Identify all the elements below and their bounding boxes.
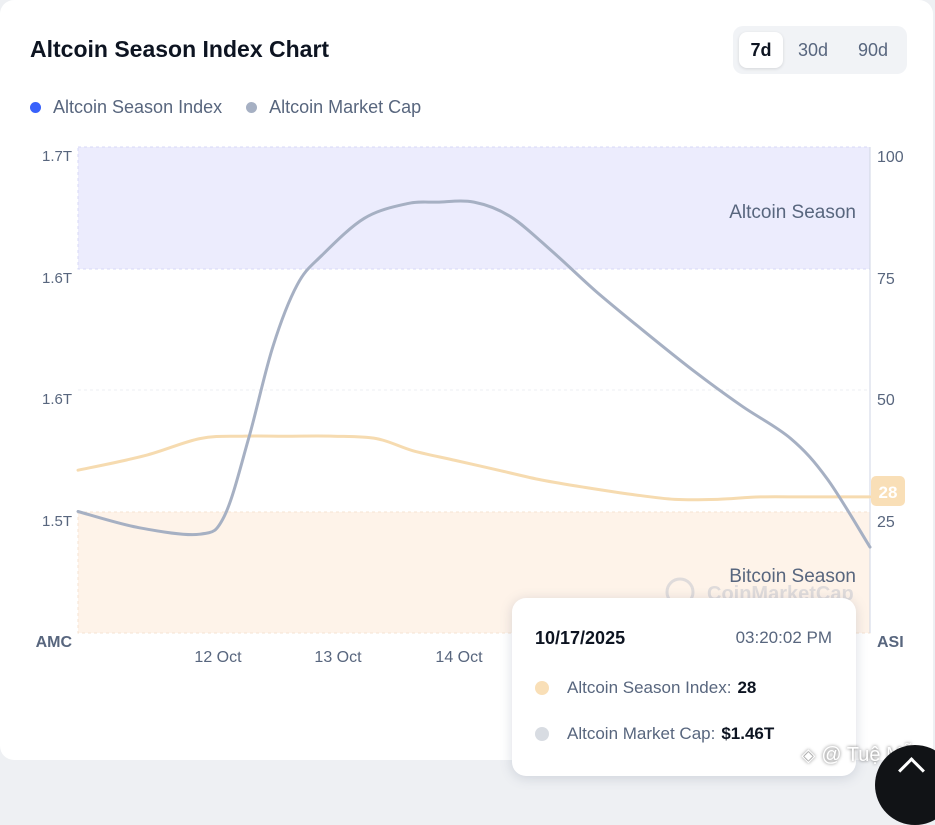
legend-dot-asi [30,101,41,113]
legend-item-amc[interactable]: Altcoin Market Cap [246,97,421,118]
right-tick-label: 25 [877,514,895,531]
right-tick-label: 100 [877,149,904,166]
tooltip-asi-label: Altcoin Season Index: [567,678,732,697]
left-axis-label: AMC [36,634,73,651]
x-tick-label: 14 Oct [435,649,483,666]
tooltip-amc-value: $1.46T [721,724,775,743]
legend-item-asi[interactable]: Altcoin Season Index [30,97,222,118]
range-tab-30d[interactable]: 30d [787,32,839,68]
binance-icon: ◈ [801,745,816,765]
altcoin-season-zone-label: Altcoin Season [729,202,856,223]
tooltip-asi-value: 28 [737,678,757,697]
tooltip-date: 10/17/2025 [535,628,626,648]
chart-plot[interactable]: 1.7T 1.6T 1.6T 1.5T AMC 100 75 50 25 ASI… [0,0,935,760]
legend-dot-amc [246,101,258,113]
left-tick-label: 1.5T [42,513,72,530]
tooltip-time: 03:20:02 PM [735,628,832,647]
chart-tooltip: 10/17/2025 03:20:02 PM Altcoin Season In… [512,598,856,776]
current-value-badge [871,476,905,506]
legend-label-amc: Altcoin Market Cap [269,96,422,117]
x-tick-label: 12 Oct [194,649,242,666]
left-tick-label: 1.7T [42,148,72,165]
legend-label-asi: Altcoin Season Index [53,96,223,117]
x-tick-label: 13 Oct [314,649,362,666]
right-tick-label: 75 [877,271,895,288]
tooltip-dot-asi [535,681,549,695]
chart-legend: Altcoin Season Index Altcoin Market Cap [30,96,445,118]
chevron-up-icon [898,757,925,784]
range-tab-90d[interactable]: 90d [845,32,901,68]
current-value-badge-label: 28 [879,483,898,502]
left-tick-label: 1.6T [42,391,72,408]
right-axis-label: ASI [877,634,904,651]
chart-card: Altcoin Season Index Chart 7d 30d 90d Al… [0,0,933,760]
tooltip-dot-amc [535,727,549,741]
range-tab-7d[interactable]: 7d [739,32,783,68]
tooltip-amc-label: Altcoin Market Cap: [567,724,716,743]
time-range-selector: 7d 30d 90d [733,26,907,74]
chart-title: Altcoin Season Index Chart [30,36,330,62]
tooltip-row-amc: Altcoin Market Cap: $1.46T [535,724,774,744]
right-tick-label: 50 [877,392,895,409]
bitcoin-season-zone-label: Bitcoin Season [729,566,856,587]
series-line-asi [76,434,872,502]
series-line-amc [76,199,872,549]
left-tick-label: 1.6T [42,270,72,287]
tooltip-row-asi: Altcoin Season Index: 28 [535,678,756,698]
